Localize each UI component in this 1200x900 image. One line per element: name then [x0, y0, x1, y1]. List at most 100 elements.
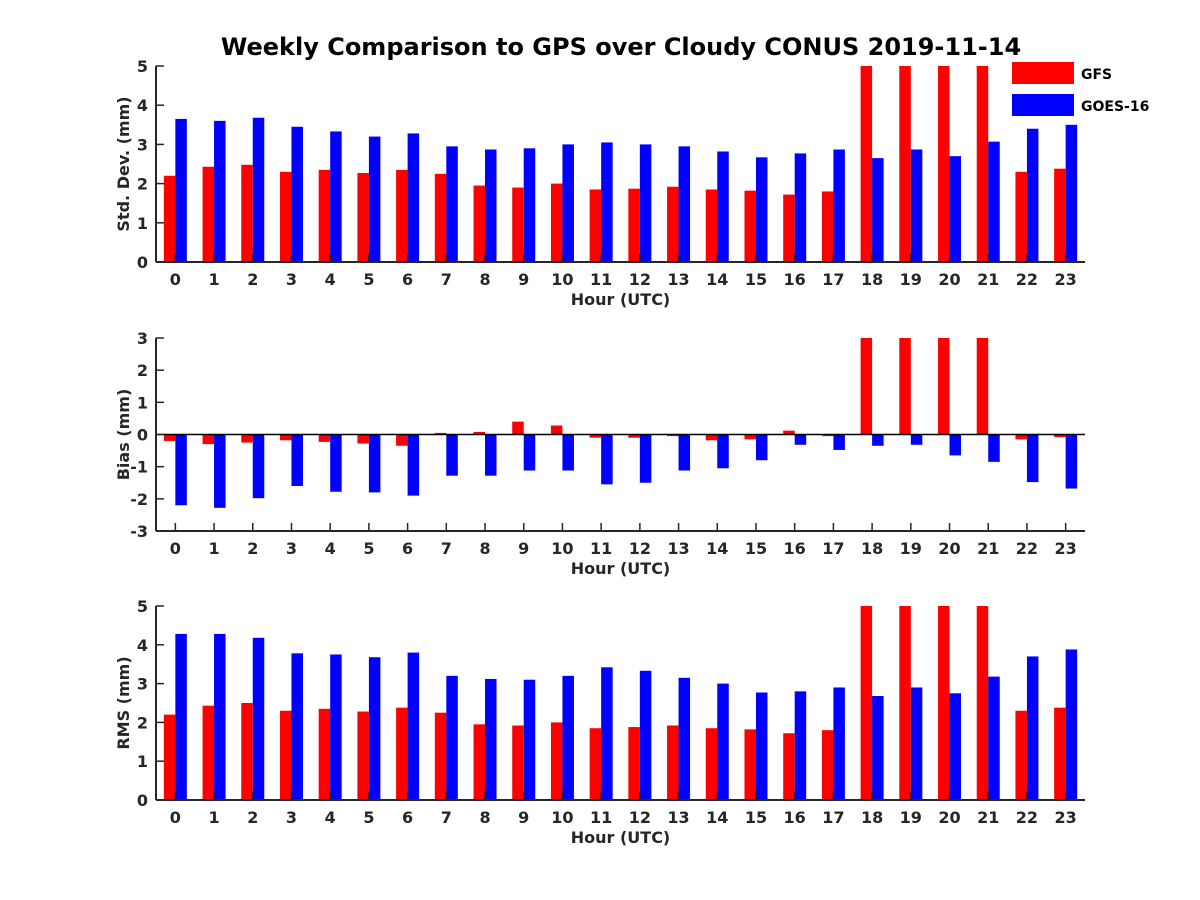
bias-xtick-label: 20: [938, 539, 960, 558]
rms-bar-goes16-3: [291, 653, 303, 800]
rms-bar-gfs-1: [202, 705, 215, 800]
bias-xtick-label: 12: [629, 539, 651, 558]
bias-bar-goes16-8: [485, 434, 497, 476]
bias-bar-gfs-23: [1054, 434, 1066, 438]
rms-xtick-label: 19: [900, 808, 922, 827]
bias-bar-gfs-7: [434, 432, 447, 435]
bias-xtick-label: 1: [208, 539, 219, 558]
bias-xtick-label: 3: [286, 539, 297, 558]
stddev-bar-goes16-7: [446, 146, 458, 262]
stddev-bar-goes16-9: [523, 148, 536, 262]
bias-xtick-label: 14: [706, 539, 728, 558]
bias-bar-goes16-22: [1026, 434, 1039, 483]
rms-bar-goes16-1: [214, 633, 226, 800]
bias-ytick-label: 0: [137, 426, 148, 445]
legend-label-goes16: GOES-16: [1081, 99, 1149, 115]
stddev-bar-gfs-0: [163, 175, 176, 262]
stddev-xtick-label: 17: [822, 270, 844, 289]
bias-bar-gfs-1: [202, 434, 215, 445]
stddev-xtick-label: 15: [745, 270, 767, 289]
bias-bar-gfs-14: [705, 434, 718, 441]
bias-bar-gfs-22: [1015, 434, 1027, 440]
rms-bar-goes16-9: [523, 679, 536, 800]
stddev-bar-goes16-13: [678, 146, 691, 262]
rms-xtick-label: 0: [170, 808, 181, 827]
rms-xtick-label: 14: [706, 808, 728, 827]
rms-bar-goes16-17: [833, 687, 845, 800]
stddev-xtick-label: 8: [479, 270, 490, 289]
stddev-bar-goes16-15: [755, 157, 768, 262]
rms-ytick-label: 4: [137, 636, 148, 655]
bias-xtick-label: 15: [745, 539, 767, 558]
bias-bar-goes16-16: [794, 434, 807, 445]
bias-bar-gfs-10: [550, 425, 563, 435]
stddev-bar-goes16-19: [910, 149, 923, 262]
stddev-xtick-label: 12: [629, 270, 651, 289]
stddev-bar-goes16-2: [252, 117, 265, 263]
stddev-ytick-label: 3: [137, 135, 148, 154]
rms-xtick-label: 9: [518, 808, 529, 827]
bias-bar-goes16-0: [175, 434, 187, 506]
rms-xtick-label: 8: [479, 808, 490, 827]
bias-bar-goes16-14: [717, 434, 729, 469]
stddev-bar-goes16-23: [1065, 124, 1078, 262]
stddev-bar-gfs-1: [202, 166, 215, 262]
bias-bar-gfs-5: [357, 434, 369, 444]
stddev-ytick-label: 1: [137, 214, 148, 233]
stddev-overflow-stroke-gfs-19: [899, 65, 911, 263]
rms-bar-gfs-18: [860, 606, 873, 800]
rms-bar-goes16-2: [252, 637, 265, 800]
rms-xtick-label: 13: [667, 808, 689, 827]
stddev-bar-goes16-5: [368, 136, 381, 262]
bias-xtick-label: 0: [170, 539, 181, 558]
stddev-bar-gfs-8: [473, 185, 486, 262]
legend-label-gfs: GFS: [1081, 67, 1112, 83]
stddev-xtick-label: 1: [208, 270, 219, 289]
stddev-ytick-label: 4: [137, 96, 148, 115]
rms-xtick-label: 5: [363, 808, 374, 827]
rms-xtick-label: 3: [286, 808, 297, 827]
rms-ytick-label: 3: [137, 675, 148, 694]
stddev-xtick-label: 19: [900, 270, 922, 289]
stddev-xtick-label: 7: [441, 270, 452, 289]
bias-bar-goes16-10: [562, 434, 574, 471]
stddev-bar-gfs-13: [667, 186, 679, 262]
stddev-ytick-label: 2: [137, 175, 148, 194]
rms-xlabel: Hour (UTC): [571, 828, 671, 847]
bias-xtick-label: 9: [518, 539, 529, 558]
bias-bar-goes16-21: [988, 434, 1000, 462]
bias-xtick-label: 22: [1016, 539, 1038, 558]
bias-ytick-label: -2: [130, 490, 148, 509]
stddev-bar-goes16-16: [794, 153, 807, 262]
bias-bar-gfs-20: [938, 338, 950, 435]
bias-bar-gfs-16: [783, 430, 795, 435]
bias-bar-gfs-9: [512, 421, 524, 435]
rms-xtick-label: 12: [629, 808, 651, 827]
bias-xtick-label: 17: [822, 539, 844, 558]
rms-ytick-label: 5: [137, 597, 148, 616]
rms-bar-goes16-20: [949, 693, 962, 800]
stddev-bar-gfs-23: [1054, 168, 1066, 262]
rms-xtick-label: 18: [861, 808, 883, 827]
stddev-xtick-label: 23: [1055, 270, 1077, 289]
rms-bar-goes16-6: [407, 652, 420, 800]
stddev-xtick-label: 21: [977, 270, 999, 289]
stddev-bar-goes16-8: [485, 149, 497, 262]
rms-ytick-label: 1: [137, 752, 148, 771]
rms-bar-goes16-15: [755, 692, 768, 800]
rms-bar-gfs-4: [318, 708, 331, 800]
legend-swatch-gfs: [1012, 62, 1074, 84]
rms-bar-gfs-0: [163, 714, 176, 800]
rms-bar-gfs-7: [434, 712, 447, 800]
stddev-bar-gfs-3: [279, 171, 292, 262]
rms-xtick-label: 16: [784, 808, 806, 827]
stddev-bar-goes16-22: [1026, 128, 1039, 262]
rms-xtick-label: 11: [590, 808, 612, 827]
bias-bar-goes16-9: [523, 434, 536, 471]
stddev-xtick-label: 9: [518, 270, 529, 289]
stddev-overflow-stroke-gfs-18: [860, 65, 873, 263]
rms-xtick-label: 6: [402, 808, 413, 827]
rms-bar-gfs-16: [783, 733, 795, 800]
rms-ytick-label: 0: [137, 791, 148, 810]
rms-bar-gfs-5: [357, 711, 369, 800]
